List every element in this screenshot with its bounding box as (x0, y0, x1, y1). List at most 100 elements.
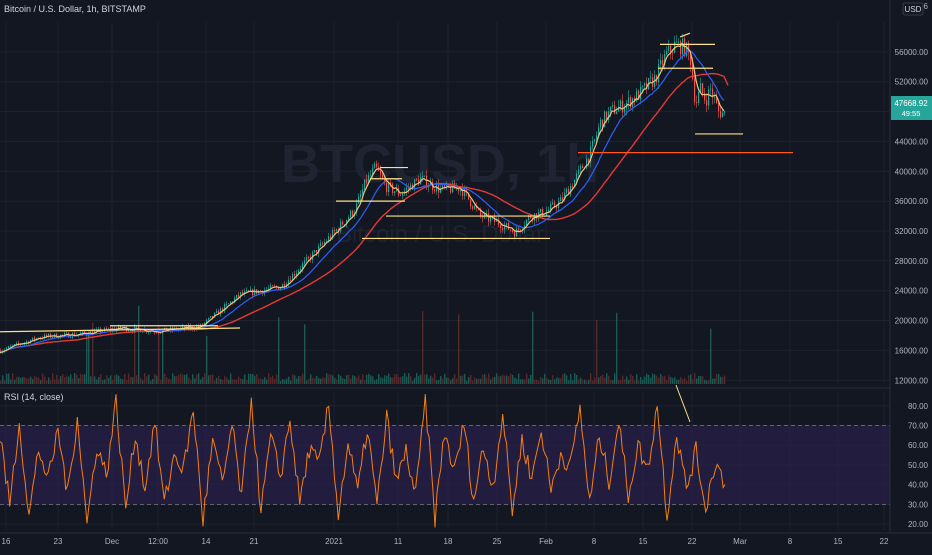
volume-bar (556, 377, 558, 384)
rsi-axis[interactable]: 20.00 30.00 40.00 50.00 60.00 70.00 80.00 (908, 402, 929, 529)
volume-bar (526, 373, 528, 384)
volume-bar (234, 379, 236, 384)
volume-bar (38, 377, 40, 384)
volume-bar (322, 377, 324, 384)
volume-bar (568, 380, 570, 384)
volume-bar (538, 380, 540, 384)
volume-bar (198, 373, 200, 384)
candle-body (600, 119, 602, 128)
volume-bar (330, 374, 332, 384)
candle-body (118, 325, 120, 329)
candle-body (642, 85, 644, 87)
volume-histogram (0, 305, 726, 384)
volume-bar (622, 375, 624, 384)
candle-body (296, 273, 298, 276)
volume-bar (128, 373, 130, 384)
volume-bar (396, 374, 398, 384)
candle-body (638, 90, 640, 100)
volume-bar (488, 373, 490, 384)
volume-bar (342, 378, 344, 384)
candle-body (316, 250, 318, 254)
candle-body (582, 166, 584, 169)
candle-body (504, 225, 506, 230)
candle-body (682, 38, 684, 55)
volume-bar (406, 376, 408, 384)
volume-bar (68, 376, 70, 384)
drawing-line[interactable] (0, 327, 241, 333)
volume-bar (176, 376, 178, 384)
volume-bar (516, 378, 518, 384)
rsi-trend-drawing[interactable] (675, 384, 691, 423)
time-tick-label: 18 (444, 537, 453, 546)
candle-body (468, 192, 470, 200)
volume-bar (572, 380, 574, 384)
volume-bar (352, 375, 354, 384)
candle-body (242, 292, 244, 295)
volume-bar (688, 375, 690, 384)
volume-bar (300, 375, 302, 384)
volume-bar (4, 380, 6, 384)
candle-body (288, 279, 290, 285)
candle-body (572, 186, 574, 188)
drawing-line[interactable] (679, 32, 691, 38)
candle-body (388, 182, 390, 193)
volume-bar (294, 375, 296, 384)
volume-bar (506, 375, 508, 384)
volume-bar (544, 373, 546, 384)
bar-countdown: 49:55 (902, 109, 921, 118)
candle-body (216, 310, 218, 313)
volume-bar (74, 373, 76, 384)
volume-bar (418, 375, 420, 384)
volume-bar (408, 373, 410, 384)
volume-bar (570, 373, 572, 384)
volume-bar (48, 377, 50, 384)
volume-bar (432, 377, 434, 384)
time-tick-label: 22 (688, 537, 697, 546)
candle-body (562, 197, 564, 200)
currency-badge[interactable] (902, 2, 924, 16)
volume-bar (358, 375, 360, 384)
ma-fast-line (0, 42, 725, 354)
volume-bar (596, 319, 598, 384)
candle-body (424, 175, 426, 177)
candle-body (48, 334, 50, 337)
candle-body (356, 203, 358, 213)
candle-body (102, 331, 104, 333)
candle-body (148, 331, 150, 333)
volume-bar (546, 378, 548, 384)
volume-bar (478, 378, 480, 384)
candle-body (132, 330, 134, 332)
time-axis[interactable]: 16 23 Dec 12:00 14 21 2021 11 18 25 Feb 8 15 22 Mar 8 15… (2, 537, 889, 546)
volume-bar (120, 378, 122, 384)
candle-body (130, 330, 132, 332)
candle-body (138, 326, 140, 329)
volume-bar (170, 379, 172, 384)
volume-bar (662, 376, 664, 384)
volume-bar (658, 377, 660, 384)
volume-bar (192, 374, 194, 384)
candle-body (616, 111, 618, 114)
user-drawings[interactable] (0, 32, 793, 333)
volume-bar (238, 376, 240, 384)
currency-badge-label[interactable]: USD (905, 5, 922, 14)
candle-body (650, 77, 652, 79)
volume-bar (700, 375, 702, 384)
candle-body (6, 348, 8, 350)
candle-body (0, 350, 2, 353)
volume-bar (98, 377, 100, 384)
volume-bar (126, 379, 128, 384)
volume-bar (326, 373, 328, 384)
candle-body (514, 231, 516, 237)
candle-body (596, 135, 598, 140)
candle-body (444, 185, 446, 188)
candle-body (18, 342, 20, 344)
volume-bar (310, 374, 312, 384)
candle-body (84, 331, 86, 334)
candle-body (724, 111, 726, 113)
candle-body (458, 187, 460, 192)
volume-bar (710, 328, 712, 384)
candle-body (98, 328, 100, 330)
rsi-tick-label: 30.00 (908, 500, 929, 509)
